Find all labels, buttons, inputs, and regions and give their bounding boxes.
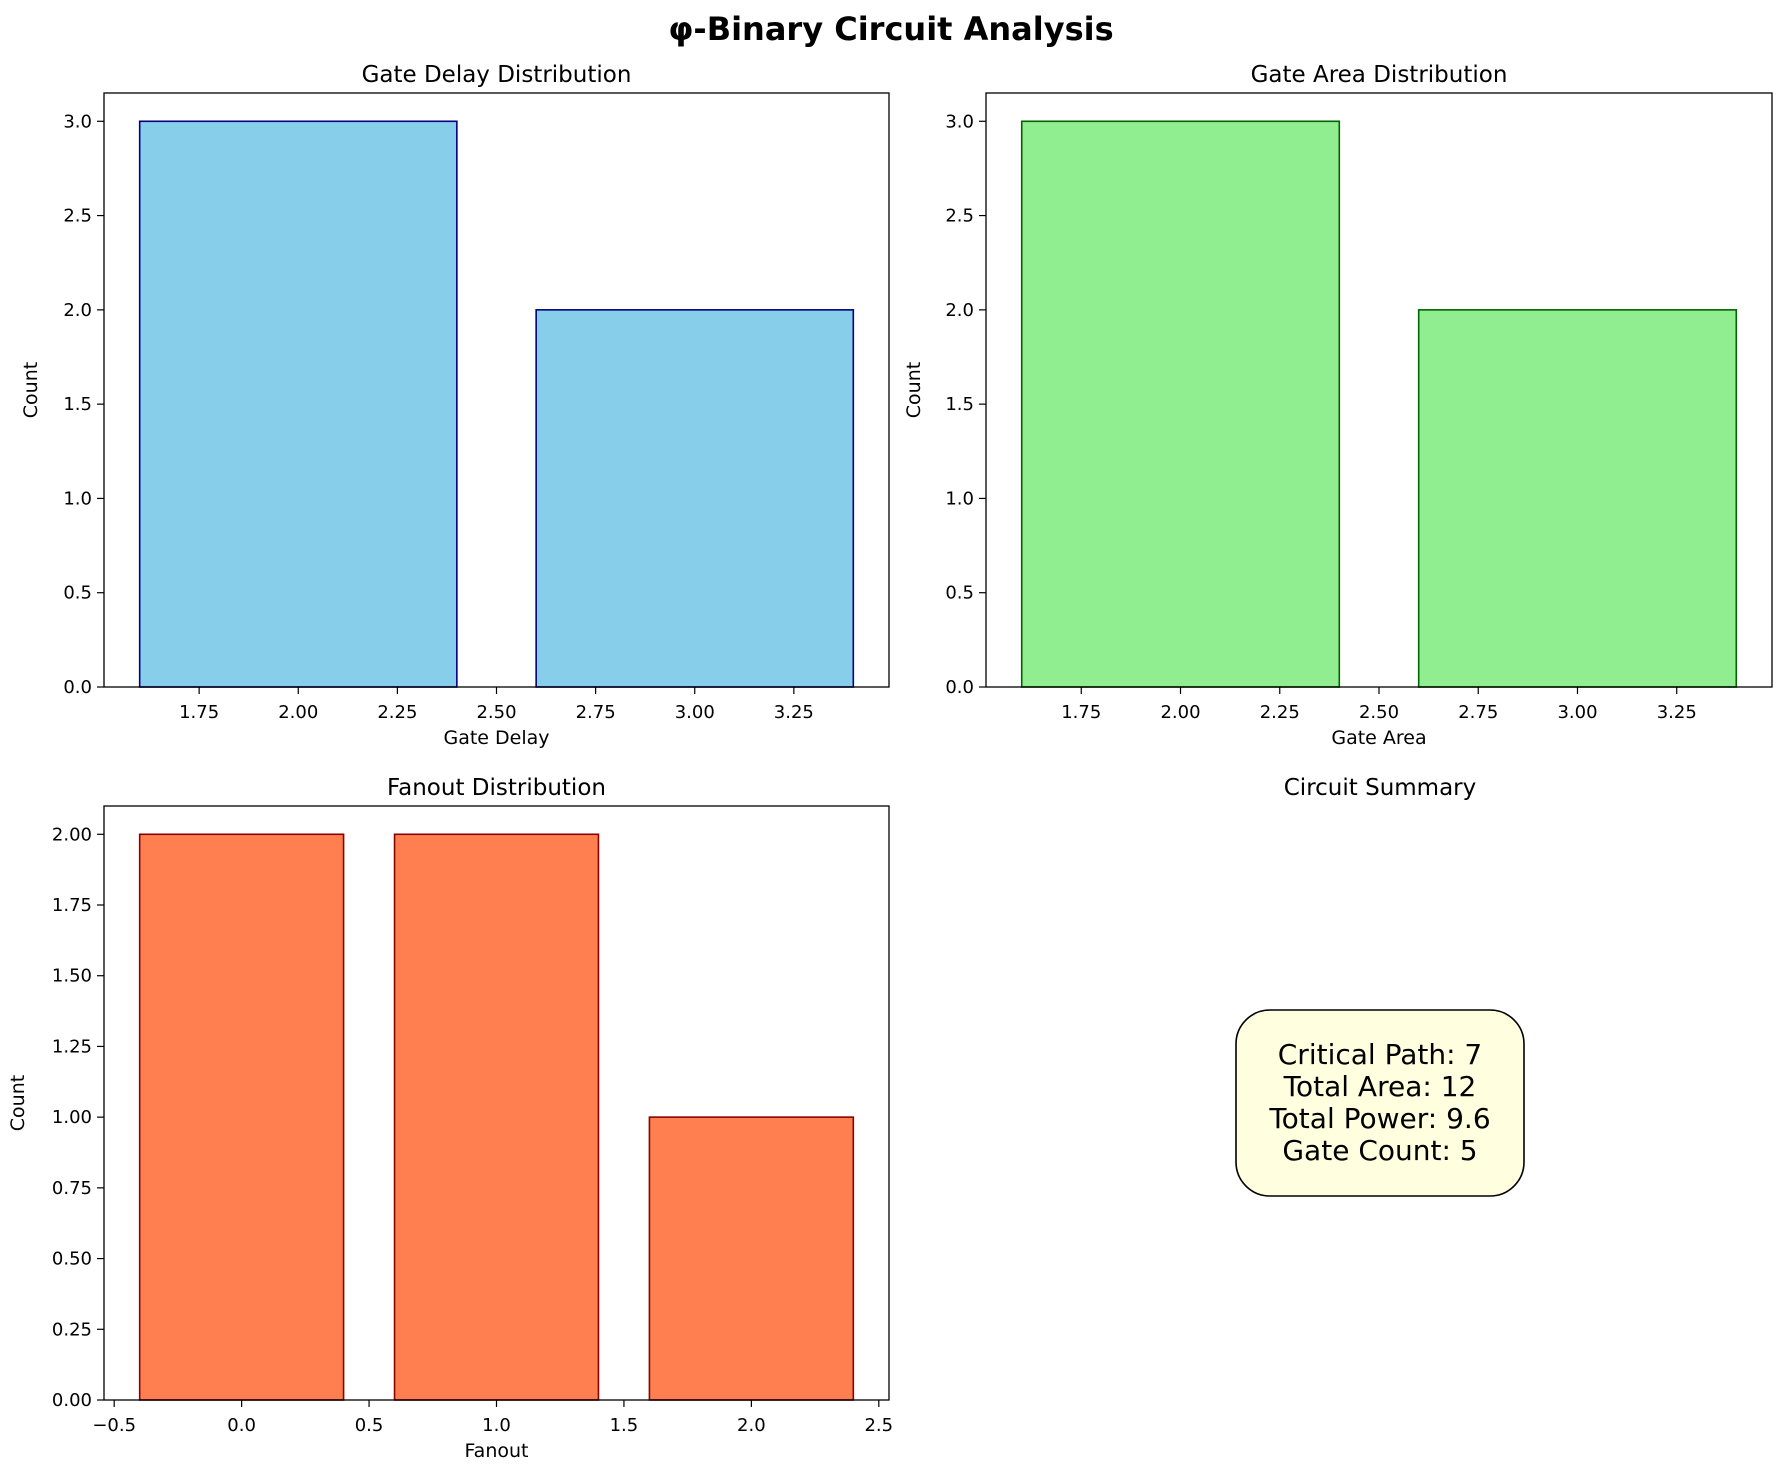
gate-delay-bar [138,120,458,688]
gate-delay-y-tick-label: 3.0 [63,111,92,132]
gate-area-y-tick-label: 2.5 [945,206,974,227]
fanout-y-axis-label: Count [7,1075,29,1131]
gate-delay-x-tick-label: 3.00 [675,702,715,723]
gate-area-chart-title: Gate Area Distribution [1251,62,1508,88]
gate-delay-chart: Gate Delay Distribution 1.75 2.00 2.25 2.50 2… [20,62,890,749]
fanout-bar [138,833,345,1401]
gate-area-y-tick-label: 2.0 [945,300,974,321]
fanout-x-tick-label: 1.0 [482,1415,511,1436]
fanout-x-tick-label: 2.5 [864,1415,893,1436]
gate-delay-y-axis-label: Count [20,362,42,418]
fanout-bar [393,833,600,1401]
fanout-chart: Fanout Distribution −0.5 0.0 0.5 1.0 1.5 2.0 2.… [7,775,893,1462]
gate-area-y-tick-label: 0.5 [945,583,974,604]
gate-delay-bar [535,309,855,688]
fanout-y-tick-label: 1.25 [52,1036,92,1057]
gate-delay-y-tick-label: 1.0 [63,488,92,509]
fanout-y-tick-label: 0.00 [52,1390,92,1411]
fanout-chart-title: Fanout Distribution [387,775,606,801]
gate-delay-x-axis-label: Gate Delay [443,727,549,749]
gate-area-x-tick-label: 3.00 [1557,702,1597,723]
gate-area-x-tick-label: 2.25 [1260,702,1300,723]
fanout-x-tick-label: 1.5 [610,1415,639,1436]
gate-area-bar [1417,309,1738,688]
summary-line-critical-path: Critical Path: 7 [1278,1038,1483,1071]
gate-delay-y-tick-label: 1.5 [63,394,92,415]
gate-delay-y-tick-label: 0.0 [63,677,92,698]
fanout-y-tick-label: 1.00 [52,1107,92,1128]
fanout-y-tick-label: 0.75 [52,1178,92,1199]
circuit-summary-panel: Circuit Summary Critical Path: 7 Total A… [1235,775,1525,1197]
gate-area-bar [1020,120,1341,688]
summary-line-total-area: Total Area: 12 [1283,1070,1477,1103]
figure-title: φ-Binary Circuit Analysis [668,10,1113,48]
fanout-x-tick-label: 0.5 [355,1415,384,1436]
gate-delay-x-tick-label: 2.25 [377,702,417,723]
gate-area-y-tick-label: 1.5 [945,394,974,415]
gate-area-y-tick-label: 0.0 [945,677,974,698]
fanout-x-tick-label: 0.0 [227,1415,256,1436]
gate-delay-x-tick-label: 2.00 [278,702,318,723]
gate-delay-x-tick-label: 2.75 [576,702,616,723]
gate-area-y-tick-label: 1.0 [945,488,974,509]
gate-area-x-tick-label: 2.75 [1458,702,1498,723]
gate-delay-y-tick-label: 0.5 [63,583,92,604]
gate-area-y-tick-label: 3.0 [945,111,974,132]
fanout-y-tick-label: 2.00 [52,824,92,845]
fanout-y-tick-label: 0.25 [52,1319,92,1340]
gate-area-y-axis-label: Count [903,362,925,418]
gate-delay-x-tick-label: 3.25 [774,702,814,723]
gate-area-chart: Gate Area Distribution 1.75 2.00 2.25 2.50 2.… [903,62,1773,749]
gate-delay-x-tick-label: 2.50 [476,702,516,723]
fanout-x-tick-label: 2.0 [737,1415,766,1436]
fanout-x-axis-label: Fanout [465,1440,529,1462]
gate-delay-y-tick-label: 2.0 [63,300,92,321]
fanout-y-tick-label: 0.50 [52,1249,92,1270]
fanout-y-tick-label: 1.75 [52,895,92,916]
gate-delay-chart-title: Gate Delay Distribution [362,62,632,88]
gate-area-x-tick-label: 2.50 [1359,702,1399,723]
gate-area-x-tick-label: 3.25 [1657,702,1697,723]
fanout-bar [648,1116,855,1401]
summary-box [1235,1009,1525,1197]
gate-area-x-tick-label: 1.75 [1061,702,1101,723]
gate-area-x-tick-label: 2.00 [1160,702,1200,723]
gate-delay-y-tick-label: 2.5 [63,206,92,227]
gate-area-x-axis-label: Gate Area [1331,727,1426,749]
summary-line-total-power: Total Power: 9.6 [1268,1102,1490,1135]
fanout-x-tick-label: −0.5 [92,1415,136,1436]
fanout-y-tick-label: 1.50 [52,966,92,987]
summary-line-gate-count: Gate Count: 5 [1282,1134,1477,1167]
summary-title: Circuit Summary [1284,775,1477,801]
gate-delay-x-tick-label: 1.75 [179,702,219,723]
